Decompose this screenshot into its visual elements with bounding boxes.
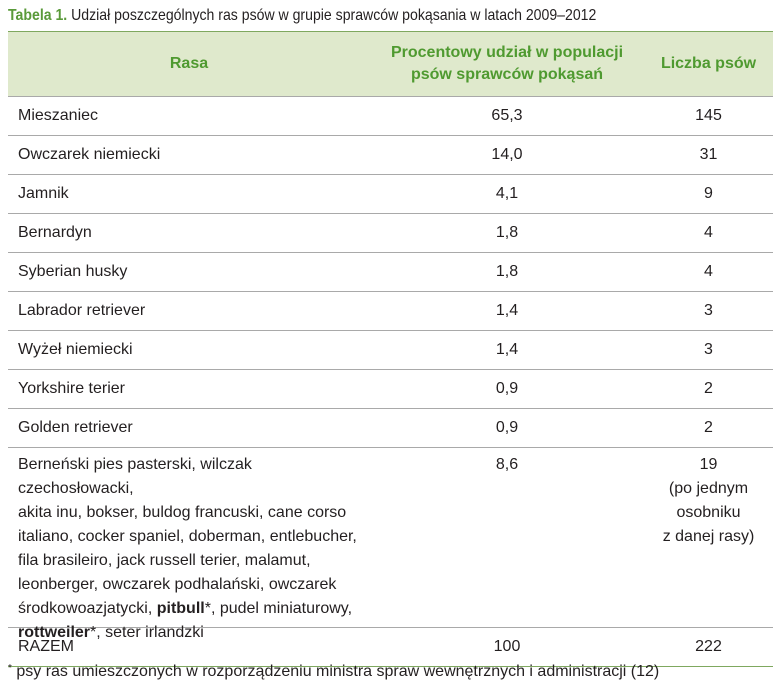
footnote-star: * (90, 624, 97, 641)
table-row: Wyżeł niemiecki 1,4 3 (8, 330, 773, 369)
breed-cell: Mieszaniec (18, 107, 99, 124)
percent-cell: 1,8 (495, 263, 519, 280)
rottweiler-bold: rottweiler (18, 624, 91, 641)
percent-cell: 65,3 (491, 107, 523, 124)
other-count-note: z danej rasy) (662, 528, 755, 545)
table-row: Owczarek niemiecki 14,0 31 (8, 135, 773, 174)
breeds-table: Rasa Procentowy udział w populacji psów … (8, 31, 773, 667)
other-breeds-cell: Berneński pies pasterski, wilczak czecho… (8, 453, 370, 645)
count-cell: 145 (695, 107, 722, 124)
count-cell: 2 (704, 419, 713, 436)
percent-cell: 0,9 (495, 419, 519, 436)
percent-cell: 1,8 (495, 224, 519, 241)
table-row: Mieszaniec 65,3 145 (8, 96, 773, 135)
breed-cell: Golden retriever (18, 419, 133, 436)
percent-cell: 14,0 (491, 146, 523, 163)
breed-cell: Owczarek niemiecki (18, 146, 161, 163)
breed-cell: Jamnik (18, 185, 69, 202)
footnote-text: psy ras umieszczonych w rozporządzeniu m… (11, 663, 660, 680)
table-header: Rasa Procentowy udział w populacji psów … (8, 32, 773, 96)
footnote: * psy ras umieszczonych w rozporządzeniu… (8, 663, 659, 681)
other-line: fila brasileiro, jack russell terier, ma… (18, 552, 311, 569)
header-breed: Rasa (169, 55, 209, 72)
header-percent: Procentowy udział w populacji psów spraw… (370, 42, 644, 86)
table-row: Yorkshire terier 0,9 2 (8, 369, 773, 408)
breed-cell: Yorkshire terier (18, 380, 126, 397)
other-count: 19 (699, 456, 718, 473)
caption-text: Udział poszczególnych ras psów w grupie … (71, 7, 597, 24)
other-text: , seter irlandzki (96, 624, 204, 641)
table-caption: Tabela 1. Udział poszczególnych ras psów… (8, 6, 596, 26)
header-percent-line2: psów sprawców pokąsań (410, 66, 604, 83)
table-row-other: Berneński pies pasterski, wilczak czecho… (8, 447, 773, 641)
count-cell: 4 (704, 224, 713, 241)
table-row: Jamnik 4,1 9 (8, 174, 773, 213)
table-row: Labrador retriever 1,4 3 (8, 291, 773, 330)
pitbull-bold: pitbull (156, 600, 205, 617)
count-cell: 3 (704, 341, 713, 358)
table-row: Bernardyn 1,8 4 (8, 213, 773, 252)
footnote-star: * (204, 600, 211, 617)
count-cell: 9 (704, 185, 713, 202)
other-line: środkowoazjatycki, pitbull*, pudel minia… (18, 597, 370, 621)
breed-cell: Labrador retriever (18, 302, 146, 319)
percent-cell: 4,1 (495, 185, 519, 202)
breed-cell: Bernardyn (18, 224, 92, 241)
other-line: rottweiler*, seter irlandzki (18, 621, 370, 645)
table-row-total: RAZEM 100 222 (8, 627, 773, 667)
other-text: , pudel miniaturowy, (210, 600, 353, 617)
other-percent: 8,6 (495, 456, 519, 473)
header-count: Liczba psów (660, 55, 757, 72)
other-text: środkowoazjatycki, (18, 600, 157, 617)
total-label: RAZEM (18, 638, 74, 655)
other-line: italiano, cocker spaniel, doberman, entl… (18, 528, 357, 545)
total-percent: 100 (493, 638, 521, 655)
table-row: Syberian husky 1,8 4 (8, 252, 773, 291)
count-cell: 4 (704, 263, 713, 280)
other-count-note: (po jednym (668, 480, 749, 497)
other-line: Berneński pies pasterski, wilczak czecho… (18, 456, 252, 497)
header-percent-line1: Procentowy udział w populacji (390, 44, 624, 61)
other-line: leonberger, owczarek podhalański, owczar… (18, 576, 337, 593)
count-cell: 3 (704, 302, 713, 319)
breed-cell: Wyżeł niemiecki (18, 341, 133, 358)
percent-cell: 1,4 (495, 341, 519, 358)
other-count-cell: 19 (po jednym osobniku z danej rasy) (644, 453, 773, 549)
other-line: akita inu, bokser, buldog francuski, can… (18, 504, 347, 521)
count-cell: 31 (699, 146, 718, 163)
table-row: Golden retriever 0,9 2 (8, 408, 773, 447)
percent-cell: 1,4 (495, 302, 519, 319)
count-cell: 2 (704, 380, 713, 397)
percent-cell: 0,9 (495, 380, 519, 397)
table-body: Mieszaniec 65,3 145 Owczarek niemiecki 14,0 3… (8, 96, 773, 447)
total-count: 222 (695, 638, 722, 655)
other-count-note: osobniku (676, 504, 741, 521)
breed-cell: Syberian husky (18, 263, 128, 280)
footnote-mark: * (8, 663, 12, 674)
caption-label: Tabela 1. (8, 7, 68, 24)
